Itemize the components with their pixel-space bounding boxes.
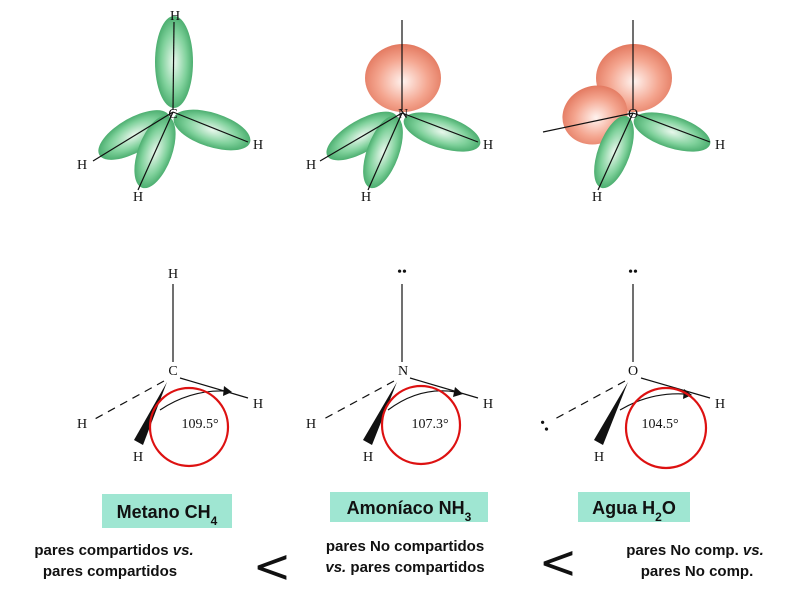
hydrogen-label: H	[483, 138, 493, 153]
bond-line	[367, 112, 403, 191]
hydrogen-label: H	[133, 450, 143, 465]
bond-line	[632, 112, 711, 143]
bond-line	[409, 377, 479, 399]
molecule-name: Amoníaco NH3	[347, 498, 472, 524]
methane-name-label: Metano CH4	[102, 494, 232, 528]
comparison-line: pares No comp.	[641, 563, 754, 580]
center-atom-label: C	[168, 107, 177, 122]
bond-line	[401, 112, 479, 143]
water-comparison: pares No comp. vs. pares No comp.	[626, 542, 764, 580]
hydrogen-label: H	[715, 397, 725, 412]
ammonia-structure: •• N H H H 107.3°	[306, 265, 493, 466]
less-than-symbol: <	[253, 539, 292, 589]
bond-orbital-lobe	[633, 112, 711, 152]
ammonia-comparison: pares No compartidos vs. pares compartid…	[325, 538, 484, 576]
hydrogen-label: H	[77, 158, 87, 173]
center-atom-label: N	[398, 364, 408, 379]
hydrogen-label: H	[253, 397, 263, 412]
molecule-name: Agua H2O	[592, 498, 676, 524]
hydrogen-label: H	[592, 190, 602, 205]
lone-pair-axis	[542, 112, 634, 133]
molecule-name: Metano CH4	[117, 502, 218, 528]
methane-structure: H C H H H 109.5°	[77, 267, 263, 468]
hydrogen-label: H	[170, 9, 180, 24]
highlight-circle	[380, 384, 462, 466]
bond-line	[640, 377, 711, 399]
angle-arc	[619, 393, 686, 411]
comparison-line: pares No compartidos	[326, 538, 484, 555]
name-highlight-box	[578, 492, 690, 522]
wedge-bond	[363, 382, 397, 445]
bond-orbital-lobe	[173, 109, 251, 151]
water-name-label: Agua H2O	[578, 492, 690, 524]
hydrogen-label: H	[133, 190, 143, 205]
hydrogen-label: H	[483, 397, 493, 412]
water-orbital-model: O H H	[542, 20, 725, 205]
center-atom-label: O	[628, 107, 638, 122]
lone-pair-dots: • •	[534, 417, 553, 436]
wedge-bond	[134, 382, 167, 445]
hydrogen-label: H	[306, 158, 316, 173]
lone-pair-dots: ••	[397, 265, 407, 280]
bond-line	[137, 111, 174, 191]
methane-orbital-model: C H H H H	[77, 9, 263, 205]
bond-line	[172, 21, 175, 111]
hydrogen-label: H	[77, 417, 87, 432]
center-atom-label: O	[628, 364, 638, 379]
hydrogen-label: H	[361, 190, 371, 205]
less-than-symbol: <	[539, 535, 578, 589]
hydrogen-label: H	[253, 138, 263, 153]
methane-comparison: pares compartidos vs. pares compartidos	[34, 542, 193, 580]
bond-angle-value: 104.5°	[641, 417, 678, 432]
bond-line	[172, 111, 249, 143]
wedge-bond	[594, 382, 628, 445]
name-highlight-box	[102, 494, 232, 528]
bond-angle-value: 107.3°	[411, 417, 448, 432]
bond-angle-value: 109.5°	[181, 417, 218, 432]
angle-arc	[387, 390, 457, 411]
angle-arc	[159, 390, 225, 411]
hydrogen-label: H	[363, 450, 373, 465]
comparison-line: pares compartidos vs.	[34, 542, 193, 559]
bond-line	[319, 112, 403, 162]
lone-pair-dots: ••	[628, 265, 638, 280]
hydrogen-label: H	[715, 138, 725, 153]
comparison-line: pares No comp. vs.	[626, 542, 764, 559]
angle-arrowhead	[223, 386, 232, 396]
center-atom-label: C	[168, 364, 177, 379]
bond-orbital-lobe	[403, 112, 481, 152]
bond-line	[92, 111, 174, 162]
hydrogen-label: H	[594, 450, 604, 465]
hydrogen-label: H	[168, 267, 178, 282]
center-atom-label: N	[398, 107, 408, 122]
comparison-line: pares compartidos	[43, 563, 177, 580]
ammonia-name-label: Amoníaco NH3	[330, 492, 488, 524]
ammonia-orbital-model: N H H H	[306, 20, 493, 205]
name-highlight-box	[330, 492, 488, 522]
highlight-circle	[148, 386, 230, 468]
comparison-line: vs. pares compartidos	[325, 559, 484, 576]
water-structure: •• • • O H H 104.5°	[534, 265, 725, 470]
angle-arrowhead	[453, 387, 463, 397]
hydrogen-label: H	[306, 417, 316, 432]
lone-pair-orbital-lobe	[365, 44, 441, 112]
bond-line	[597, 112, 634, 191]
highlight-circle	[624, 386, 708, 470]
bond-line	[179, 377, 249, 399]
